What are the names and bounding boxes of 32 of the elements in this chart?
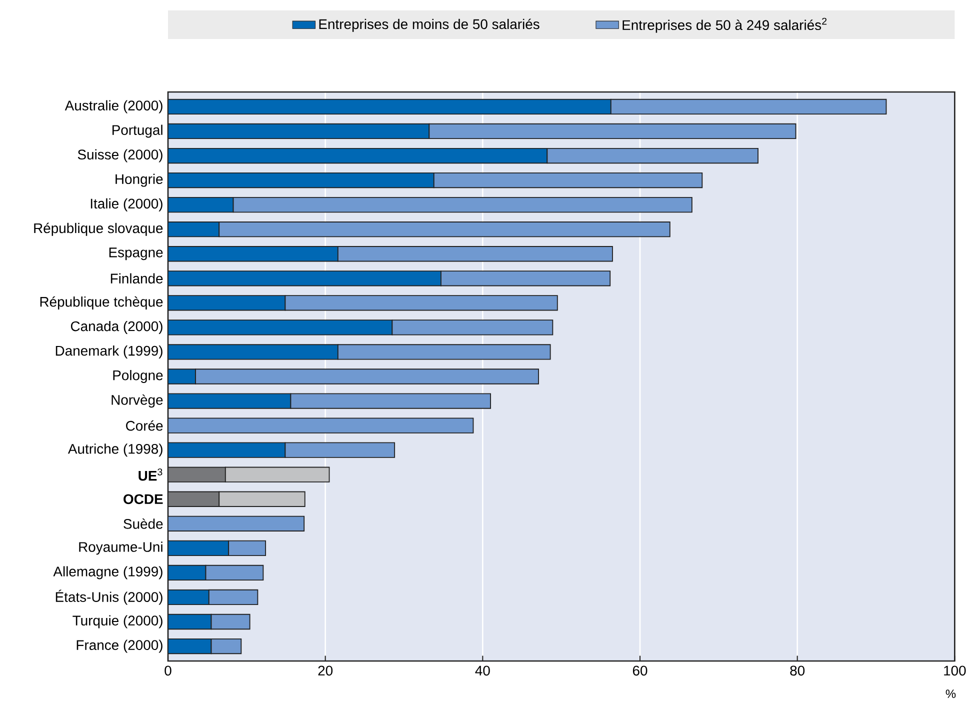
legend-label: Entreprises de 50 à 249 salariés$^{2}$ [622, 18, 827, 33]
y-tick-label: Suisse (2000) [78, 149, 162, 162]
y-tick-label: Finlande [110, 273, 163, 284]
y-tick-label: Allemagne (1999) [53, 566, 162, 580]
y-tick-label: Norvège [112, 394, 163, 408]
y-tick-label: Corée [126, 420, 163, 431]
x-tick-label: 20 [318, 666, 333, 676]
x-tick-label: 60 [632, 666, 648, 676]
y-tick-label: France (2000) [76, 640, 162, 653]
y-tick-label: Hongrie [116, 174, 163, 187]
y-tick-label: Portugal [112, 124, 162, 138]
y-tick-label: Italie (2000) [90, 198, 162, 212]
y-tick-label: Canada (2000) [70, 320, 162, 334]
y-tick-label: Suède [124, 518, 163, 529]
x-tick-label: 100 [944, 666, 966, 676]
x-tick-label: 80 [790, 666, 805, 676]
y-tick-label: Pologne [113, 370, 163, 383]
y-tick-label: UE$^{3}$ [138, 468, 162, 481]
x-tick-label: 0 [164, 666, 172, 676]
y-tick-label: République slovaque [34, 222, 163, 236]
y-tick-label: Danemark (1999) [56, 345, 162, 358]
y-tick-label: Turquie (2000) [72, 615, 162, 628]
x-axis-title: % [946, 690, 956, 698]
y-tick-label: République tchèque [40, 296, 163, 310]
legend-label: Entreprises de moins de 50 salariés [319, 18, 540, 32]
y-tick-label: Espagne [109, 248, 163, 260]
x-tick-label: 40 [475, 666, 490, 676]
y-tick-label: Autriche (1998) [68, 444, 162, 457]
y-tick-label: OCDE [124, 494, 163, 504]
y-tick-label: Australie (2000) [64, 100, 162, 114]
y-tick-label: Royaume-Uni [79, 542, 162, 555]
y-tick-label: États-Unis (2000) [56, 590, 162, 605]
